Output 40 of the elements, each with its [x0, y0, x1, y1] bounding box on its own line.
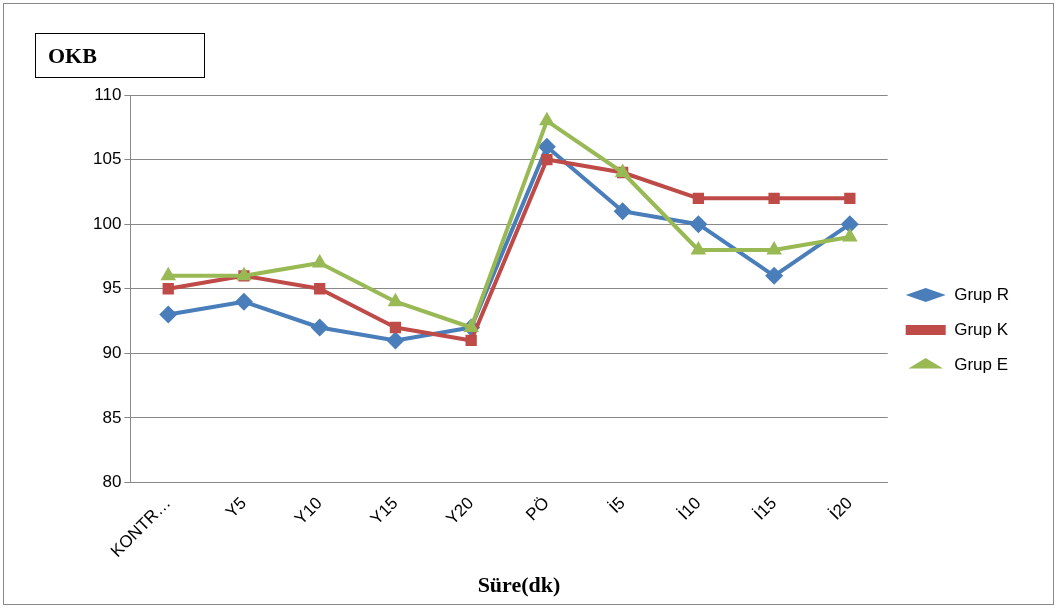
x-tick-label: Y10 [291, 493, 326, 529]
point [768, 192, 780, 204]
point [234, 292, 253, 311]
legend-label: Grup E [954, 354, 1009, 374]
point [689, 215, 708, 234]
y-tick-label: 95 [102, 278, 122, 298]
x-tick-label: İ5 [605, 493, 629, 517]
chart-title: OKB [35, 33, 205, 78]
y-tick-label: 85 [102, 407, 122, 427]
y-tick-label: 105 [92, 149, 122, 169]
x-axis-title: Süre(dk) [476, 572, 562, 598]
y-tick-label: 90 [102, 343, 122, 363]
point [613, 202, 632, 221]
point [314, 283, 326, 295]
point [162, 283, 174, 295]
point [842, 228, 858, 242]
point [840, 215, 859, 234]
x-tick-label: PÖ [522, 493, 554, 525]
point [159, 305, 178, 324]
point [844, 192, 856, 204]
point [537, 137, 556, 156]
point [539, 111, 555, 126]
x-tick-label: Y15 [366, 493, 402, 529]
point [541, 153, 553, 166]
y-tick-label: 80 [102, 472, 122, 492]
point [692, 192, 705, 204]
point [310, 318, 329, 337]
point [386, 331, 405, 350]
point [465, 334, 477, 347]
legend-label: Grup R [954, 284, 1009, 304]
x-tick-label: İ20 [825, 493, 856, 524]
legend-label: Grup K [954, 319, 1009, 339]
x-tick-label: İ10 [674, 493, 705, 524]
x-tick-label: İ15 [750, 493, 781, 524]
x-tick-label: Y5 [221, 493, 251, 522]
y-tick-label: 100 [92, 213, 122, 233]
point [389, 321, 402, 334]
x-tick-label: Y20 [442, 493, 478, 529]
point [765, 266, 784, 285]
y-tick-label: 110 [94, 84, 122, 104]
